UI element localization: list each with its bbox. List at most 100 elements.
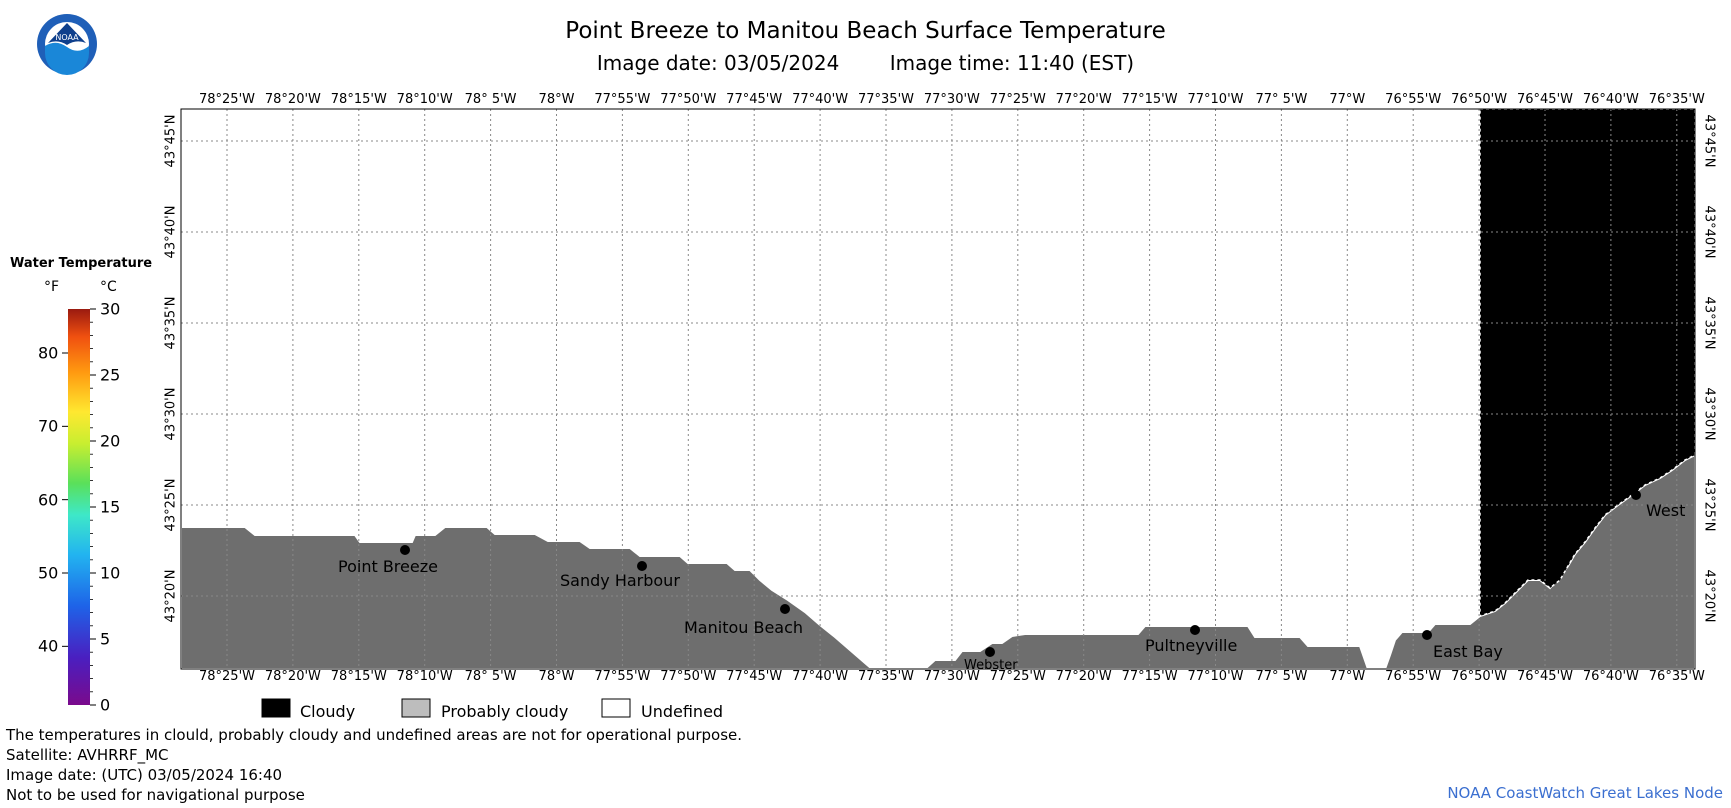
image-time: Image time: 11:40 (EST) xyxy=(889,51,1135,75)
latitude-label: 43°30'N xyxy=(1701,387,1717,441)
longitude-label: 77°25'W xyxy=(989,92,1046,107)
undefined-swatch xyxy=(601,698,631,718)
longitude-label: 77°20'W xyxy=(1055,92,1112,107)
longitude-label: 78°10'W xyxy=(396,92,453,107)
cloudy-region xyxy=(1479,109,1695,618)
latitude-label: 43°40'N xyxy=(163,205,179,259)
temperature-color-bar xyxy=(68,309,90,705)
fahrenheit-tick-label: 50 xyxy=(38,563,59,583)
latitude-label: 43°45'N xyxy=(163,114,179,168)
longitude-label: 78°10'W xyxy=(396,669,453,684)
noaa-logo-icon: NOAA xyxy=(37,14,97,75)
logo-text: NOAA xyxy=(55,33,79,42)
fahrenheit-tick-label: 40 xyxy=(38,636,59,656)
celsius-tick-label: 25 xyxy=(100,365,121,385)
fahrenheit-tick-label: 70 xyxy=(38,416,59,436)
longitude-label: 78° 5'W xyxy=(464,669,517,684)
cloudy-swatch xyxy=(261,698,291,718)
page-title: Point Breeze to Manitou Beach Surface Te… xyxy=(565,18,1166,44)
image-datetime: Image date: 03/05/2024 Image time: 11:40… xyxy=(0,51,1731,75)
longitude-label: 76°45'W xyxy=(1516,669,1574,684)
longitude-label: 77°40'W xyxy=(792,92,849,107)
longitude-label: 77° 5'W xyxy=(1255,669,1308,684)
longitude-label: 76°55'W xyxy=(1385,669,1442,684)
longitude-label: 78°W xyxy=(538,92,575,107)
longitude-label: 77°35'W xyxy=(857,92,915,107)
latitude-label: 43°20'N xyxy=(1701,569,1717,623)
east-bay-marker xyxy=(1422,630,1432,640)
unit-fahrenheit: °F xyxy=(44,279,60,295)
place-manitou-beach: Manitou Beach xyxy=(684,618,804,637)
longitude-label: 77°50'W xyxy=(660,92,717,107)
manitou-beach-marker xyxy=(780,604,790,614)
footer-note-satellite: Satellite: AVHRRF_MC xyxy=(6,746,169,764)
celsius-tick-label: 15 xyxy=(100,497,121,517)
image-date: Image date: 03/05/2024 xyxy=(596,51,840,75)
celsius-tick-label: 20 xyxy=(100,431,121,451)
latitude-label: 43°20'N xyxy=(163,569,179,623)
key-cloudy-label: Cloudy xyxy=(300,702,356,721)
latitude-label: 43°25'N xyxy=(1701,478,1717,532)
longitude-label: 76°55'W xyxy=(1385,92,1442,107)
longitude-label: 76°40'W xyxy=(1582,92,1639,107)
latitude-label: 43°45'N xyxy=(1701,114,1717,168)
footer-credit: NOAA CoastWatch Great Lakes Node xyxy=(1447,784,1723,802)
celsius-tick-label: 30 xyxy=(100,299,121,319)
key-undefined-label: Undefined xyxy=(641,702,724,721)
longitude-label: 76°50'W xyxy=(1451,92,1508,107)
footer-note-navigation: Not to be used for navigational purpose xyxy=(6,786,305,804)
longitude-label: 77°55'W xyxy=(594,669,651,684)
longitude-label: 76°35'W xyxy=(1648,669,1705,684)
latitude-label: 43°30'N xyxy=(163,387,179,441)
longitude-label: 76°45'W xyxy=(1516,92,1574,107)
longitude-label: 77° 5'W xyxy=(1255,92,1308,107)
longitude-label: 78°15'W xyxy=(330,92,387,107)
place-webster: Webster xyxy=(964,658,1018,669)
celsius-tick-label: 10 xyxy=(100,563,121,583)
longitude-label: 77°55'W xyxy=(594,92,651,107)
probably-cloudy-region-middle xyxy=(923,625,1370,669)
fahrenheit-tick-label: 60 xyxy=(38,490,59,510)
color-bar-ticks xyxy=(62,308,96,706)
key-probably-cloudy-label: Probably cloudy xyxy=(441,702,569,721)
longitude-label: 78°20'W xyxy=(264,669,321,684)
celsius-tick-label: 5 xyxy=(100,629,111,649)
longitude-label: 77°15'W xyxy=(1121,92,1178,107)
celsius-tick-label: 0 xyxy=(100,695,111,715)
west-marker xyxy=(1631,490,1641,500)
pultneyville-marker xyxy=(1190,625,1200,635)
longitude-label: 78°25'W xyxy=(198,92,256,107)
point-breeze-marker xyxy=(400,545,410,555)
latitude-label: 43°35'N xyxy=(163,296,179,350)
latitude-label: 43°25'N xyxy=(163,478,179,532)
longitude-label: 78°15'W xyxy=(330,669,387,684)
legend-title: Water Temperature xyxy=(10,256,153,271)
longitude-label: 77°10'W xyxy=(1187,669,1244,684)
longitude-label: 77°W xyxy=(1329,92,1366,107)
probably-cloudy-region-west xyxy=(181,526,874,669)
longitude-label: 77°W xyxy=(1329,669,1366,684)
longitude-label: 78°20'W xyxy=(264,92,321,107)
longitude-label: 77°50'W xyxy=(660,669,717,684)
longitude-label: 78° 5'W xyxy=(464,92,517,107)
fahrenheit-tick-label: 80 xyxy=(38,343,59,363)
graticule xyxy=(181,109,1695,669)
longitude-label: 76°50'W xyxy=(1451,669,1508,684)
longitude-label: 76°35'W xyxy=(1648,92,1705,107)
longitude-label: 77°45'W xyxy=(726,92,783,107)
webster-marker xyxy=(985,647,995,657)
place-east-bay: East Bay xyxy=(1433,642,1503,661)
longitude-label: 77°10'W xyxy=(1187,92,1244,107)
longitude-label: 77°15'W xyxy=(1121,669,1178,684)
sandy-harbour-marker xyxy=(637,561,647,571)
footer-note-utc-date: Image date: (UTC) 03/05/2024 16:40 xyxy=(6,766,283,784)
latitude-label: 43°40'N xyxy=(1701,205,1717,259)
unit-celsius: °C xyxy=(100,279,117,295)
footer-note-operational: The temperatures in clould, probably clo… xyxy=(6,726,743,744)
place-point-breeze: Point Breeze xyxy=(338,557,438,576)
probably-cloudy-swatch xyxy=(401,698,431,718)
place-pultneyville: Pultneyville xyxy=(1145,636,1238,655)
longitude-label: 77°35'W xyxy=(857,669,915,684)
map-frame xyxy=(180,108,1696,670)
